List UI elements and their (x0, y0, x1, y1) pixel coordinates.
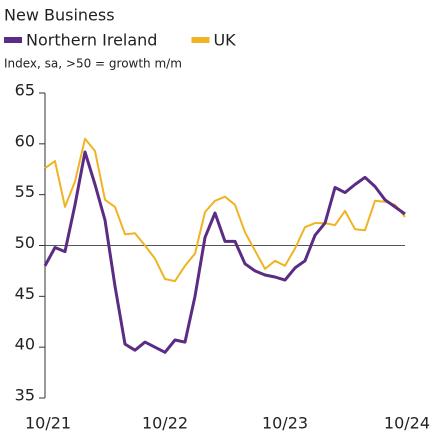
y-tick-label: 40 (15, 335, 35, 354)
x-tick-label: 10/22 (142, 414, 188, 433)
chart-title: New Business (4, 6, 115, 25)
x-tick-label: 10/24 (384, 414, 430, 433)
chart-subtitle: Index, sa, >50 = growth m/m (4, 57, 182, 71)
x-tick-label: 10/23 (262, 414, 308, 433)
y-tick-label: 50 (15, 233, 35, 252)
legend-swatch (191, 37, 210, 43)
y-tick-label: 65 (15, 81, 35, 100)
y-tick-label: 60 (15, 131, 35, 150)
y-tick-label: 35 (15, 386, 35, 405)
x-tick-label: 10/21 (25, 414, 71, 433)
legend-swatch (4, 37, 22, 43)
y-tick-label: 55 (15, 182, 35, 201)
legend-label: Northern Ireland (26, 31, 157, 50)
y-tick-label: 45 (15, 284, 35, 303)
series-line (44, 137, 406, 283)
legend-label: UK (213, 31, 236, 50)
series-line (43, 150, 406, 354)
